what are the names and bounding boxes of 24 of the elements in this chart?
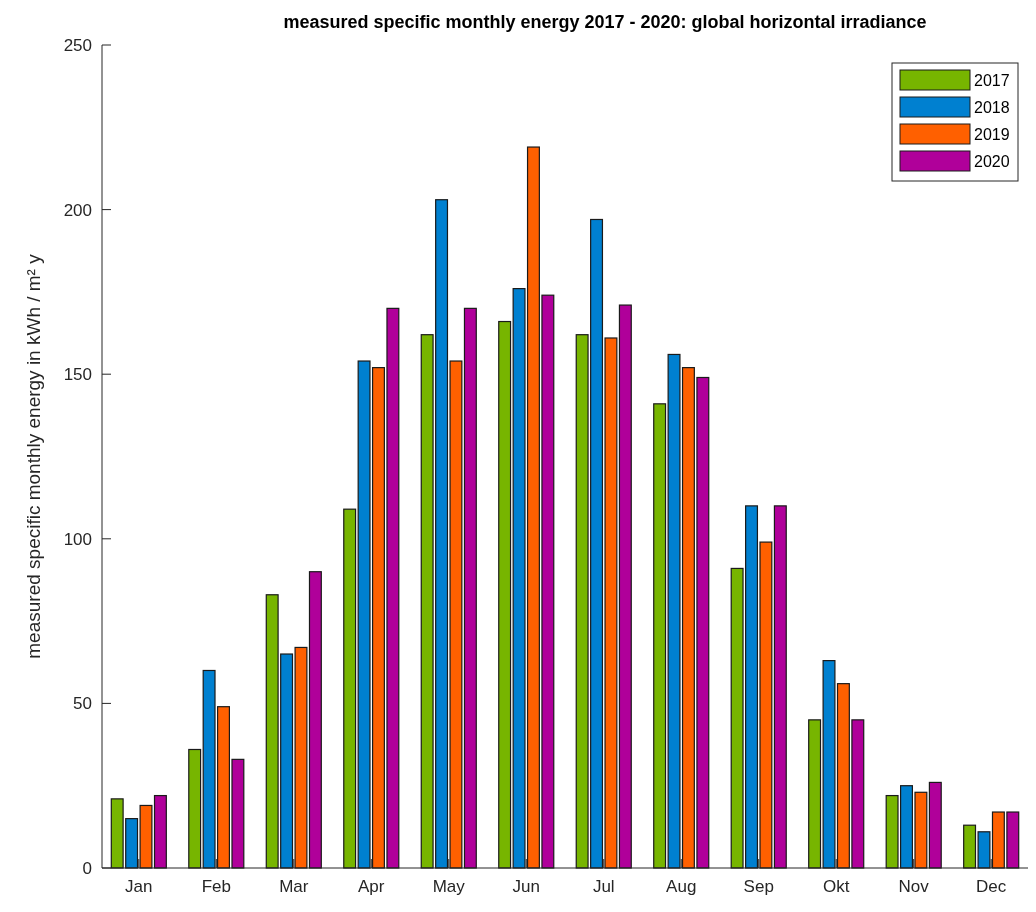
y-tick-label: 150 (63, 365, 92, 385)
y-tick-label: 250 (63, 35, 92, 55)
x-tick-label: Dec (976, 877, 1007, 896)
x-tick-label: Jun (512, 877, 540, 896)
x-tick-label: Jul (592, 877, 615, 896)
x-tick-label: Okt (822, 877, 850, 896)
y-tick-label: 100 (63, 529, 92, 549)
legend-label: 2017 (974, 71, 1010, 89)
x-tick-label: Apr (358, 877, 385, 896)
legend-label: 2019 (974, 125, 1010, 143)
y-tick-label: 0 (82, 858, 92, 878)
y-tick-label: 50 (73, 694, 92, 714)
chart-title: measured specific monthly energy 2017 - 2020: global horizontal irradiance (283, 12, 927, 32)
x-tick-label: May (432, 877, 466, 896)
y-tick-label: 200 (63, 200, 92, 220)
x-tick-label: Jan (125, 877, 153, 896)
legend-label: 2020 (974, 152, 1010, 170)
x-tick-label: Mar (279, 877, 309, 896)
x-tick-label: Feb (201, 877, 231, 896)
x-tick-label: Aug (666, 877, 697, 896)
y-axis-title: measured specific monthly energy in kWh / m² y (23, 253, 44, 659)
legend-label: 2018 (974, 98, 1010, 116)
x-tick-label: Nov (898, 877, 930, 896)
x-tick-label: Sep (743, 877, 774, 896)
